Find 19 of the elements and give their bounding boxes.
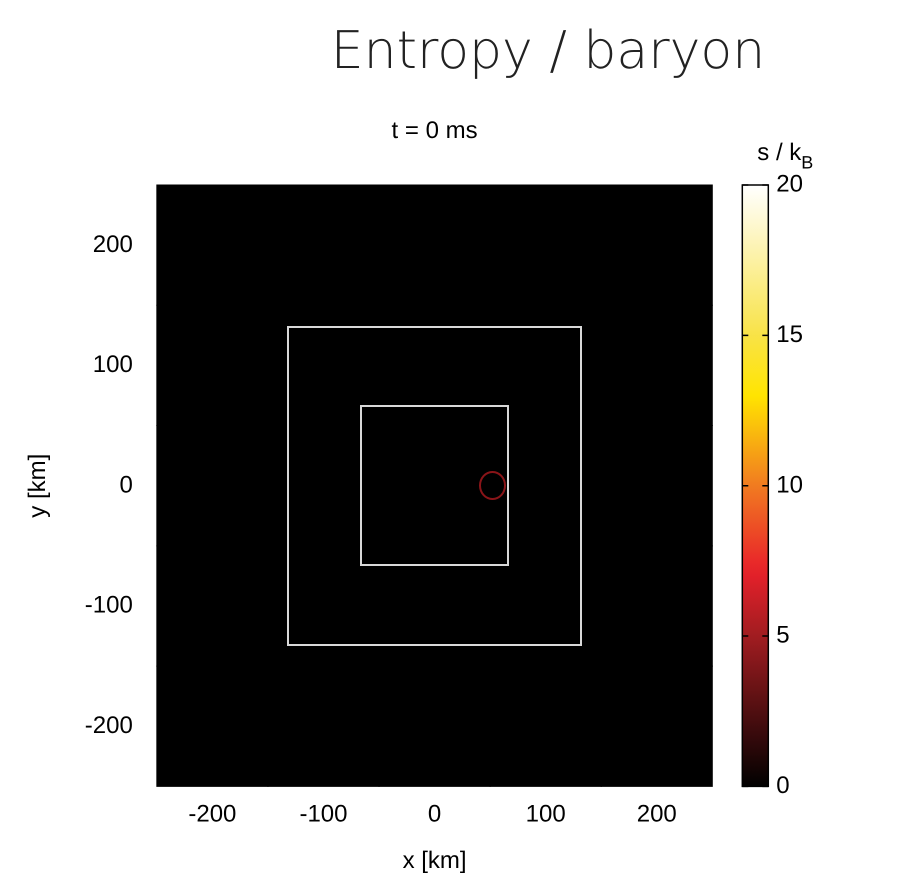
x-tick-label: -100	[299, 800, 348, 828]
y-tick-label: -100	[84, 592, 133, 619]
y-tick-label: -200	[84, 712, 133, 739]
y-tick-label: 200	[92, 230, 133, 258]
x-tick-label: -200	[188, 800, 236, 828]
y-tick-label: 100	[92, 351, 133, 378]
chart-subtitle: t = 0 ms	[392, 117, 478, 144]
x-axis-title: x [km]	[402, 847, 467, 874]
x-tick-label: 0	[428, 800, 442, 828]
color-bar-label: 10	[776, 471, 804, 498]
chart-title: Entropy / baryon	[330, 21, 766, 81]
color-bar-label: 20	[776, 170, 804, 198]
x-tick-label: 200	[636, 800, 677, 828]
x-tick-label: 100	[526, 800, 566, 828]
color-bar-label: 15	[776, 320, 804, 348]
color-bar-label: 5	[776, 622, 790, 649]
y-tick-label: 0	[119, 471, 133, 498]
y-axis-title: y [km]	[24, 454, 52, 518]
color-bar-label: 0	[776, 772, 790, 800]
